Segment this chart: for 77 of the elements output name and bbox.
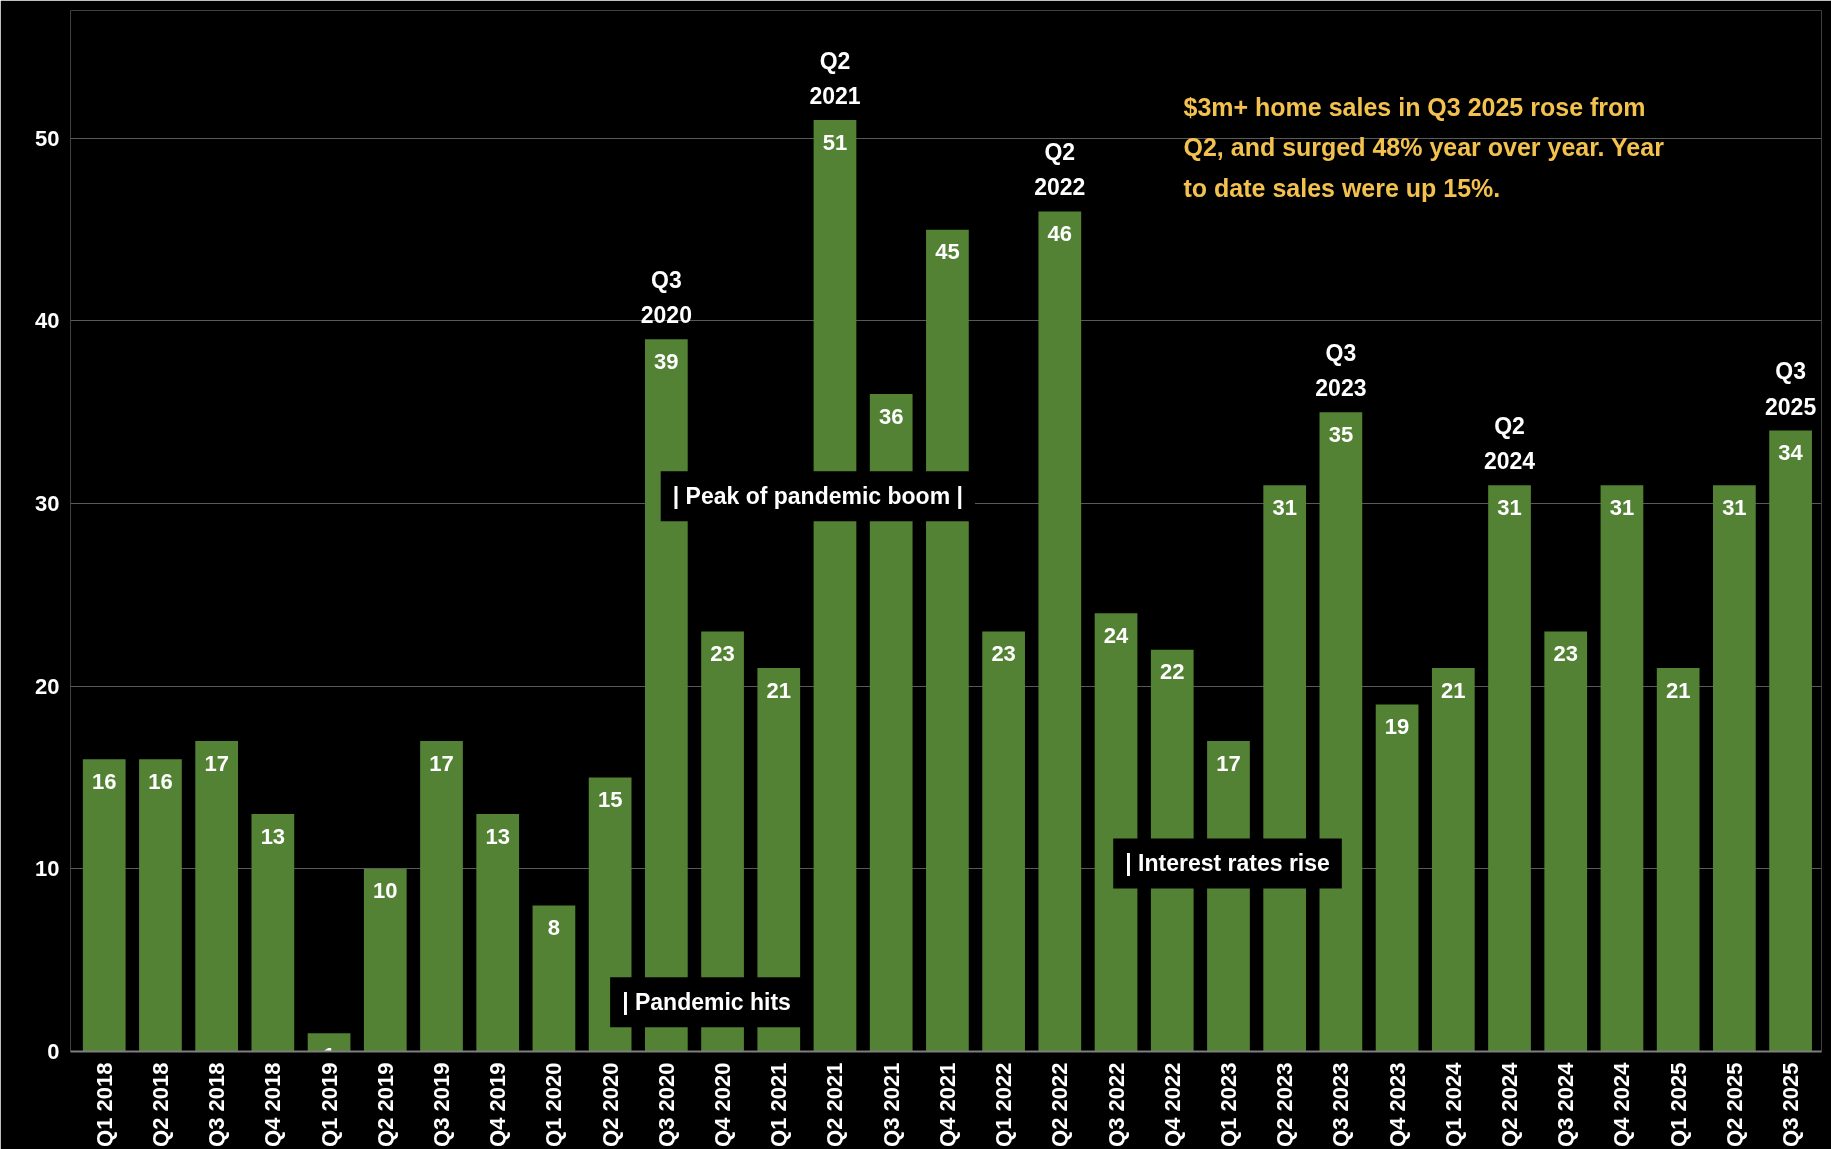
y-tick-label: 40 (35, 308, 60, 334)
x-tick-label: Q2 2025 (1721, 1062, 1747, 1147)
data-label: 15 (597, 787, 623, 813)
annotation: Q3 2023 (1315, 340, 1367, 402)
annotation: | Peak of pandemic boom | (672, 483, 963, 510)
annotation: Q3 2025 (1765, 358, 1817, 420)
data-label: 10 (373, 878, 398, 904)
x-tick-label: Q3 2022 (1103, 1062, 1129, 1147)
data-label: 23 (991, 641, 1016, 667)
data-label: 46 (1047, 221, 1073, 247)
x-tick-label: Q1 2019 (316, 1062, 342, 1147)
x-tick-label: Q4 2023 (1384, 1062, 1410, 1147)
x-tick-label: Q4 2024 (1609, 1061, 1635, 1147)
data-label: 34 (1778, 440, 1804, 466)
data-label: 13 (485, 823, 510, 849)
x-tick-label: Q1 2018 (91, 1062, 117, 1147)
y-tick-label: 10 (35, 856, 60, 882)
x-tick-label: Q2 2020 (597, 1062, 623, 1147)
annotation: Q2 2022 (1034, 139, 1086, 201)
x-tick-label: Q3 2018 (204, 1062, 230, 1147)
data-label: 24 (1103, 622, 1130, 648)
x-tick-label: Q4 2019 (485, 1062, 511, 1147)
data-label: 13 (260, 823, 286, 849)
x-tick-label: Q3 2020 (653, 1062, 679, 1147)
x-tick-label: Q2 2023 (1272, 1062, 1298, 1147)
data-label: 31 (1722, 494, 1747, 520)
x-tick-label: Q4 2021 (934, 1062, 960, 1147)
data-label: 22 (1160, 659, 1185, 685)
x-tick-label: Q4 2022 (1159, 1062, 1185, 1147)
y-tick-label: 50 (35, 125, 60, 151)
data-label: 21 (1441, 677, 1466, 703)
x-tick-label: Q1 2022 (991, 1062, 1017, 1147)
x-tick-label: Q2 2021 (822, 1062, 848, 1147)
data-label: 39 (654, 348, 679, 374)
x-tick-label: Q1 2021 (766, 1062, 792, 1147)
x-tick-label: Q2 2022 (1047, 1062, 1073, 1147)
data-label: 8 (547, 915, 561, 941)
data-label: 31 (1272, 494, 1297, 520)
x-tick-label: Q3 2019 (429, 1062, 454, 1147)
data-label: 31 (1497, 494, 1522, 520)
x-tick-label: Q3 2023 (1328, 1062, 1354, 1147)
x-tick-label: Q3 2021 (878, 1062, 904, 1147)
data-label: 21 (766, 677, 792, 703)
data-label: 17 (1216, 750, 1241, 776)
x-tick-label: Q1 2023 (1215, 1062, 1241, 1147)
data-label: 17 (429, 750, 454, 776)
data-label: 35 (1328, 421, 1354, 447)
y-tick-label: 20 (35, 673, 60, 699)
x-tick-label: Q3 2024 (1553, 1061, 1579, 1147)
y-tick-label: 30 (35, 491, 60, 517)
data-label: 23 (1553, 641, 1578, 667)
x-tick-label: Q4 2018 (260, 1062, 286, 1147)
data-label: 21 (1665, 677, 1691, 703)
annotation: Q2 2021 (809, 48, 861, 110)
annotation: | Pandemic hits (622, 989, 791, 1016)
x-tick-label: Q4 2020 (710, 1062, 736, 1147)
data-label: 36 (878, 403, 904, 429)
x-tick-label: Q2 2018 (147, 1062, 173, 1147)
data-label: 19 (1384, 714, 1410, 740)
data-label: 16 (148, 768, 173, 794)
data-label: 17 (204, 750, 229, 776)
y-tick-label: 0 (47, 1039, 60, 1064)
data-label: 31 (1609, 494, 1635, 520)
data-label: 16 (91, 768, 117, 794)
x-tick-label: Q1 2025 (1665, 1062, 1691, 1147)
data-label: 51 (822, 129, 848, 155)
annotation: Q2 2024 (1483, 413, 1536, 475)
annotation: $3m+ home sales in Q3 2025 rose from Q2, and surged 48% year over year. Year to date sales were up 15%. (1183, 92, 1665, 202)
x-tick-label: Q1 2024 (1440, 1061, 1466, 1147)
x-tick-label: Q2 2019 (372, 1062, 398, 1147)
annotation: Q3 2020 (640, 267, 692, 329)
x-tick-label: Q3 2025 (1778, 1062, 1804, 1147)
annotation: | Interest rates rise (1125, 850, 1330, 877)
x-tick-label: Q2 2024 (1497, 1061, 1523, 1147)
data-label: 45 (935, 239, 960, 265)
x-tick-label: Q1 2020 (541, 1062, 567, 1147)
data-label: 23 (710, 641, 735, 667)
